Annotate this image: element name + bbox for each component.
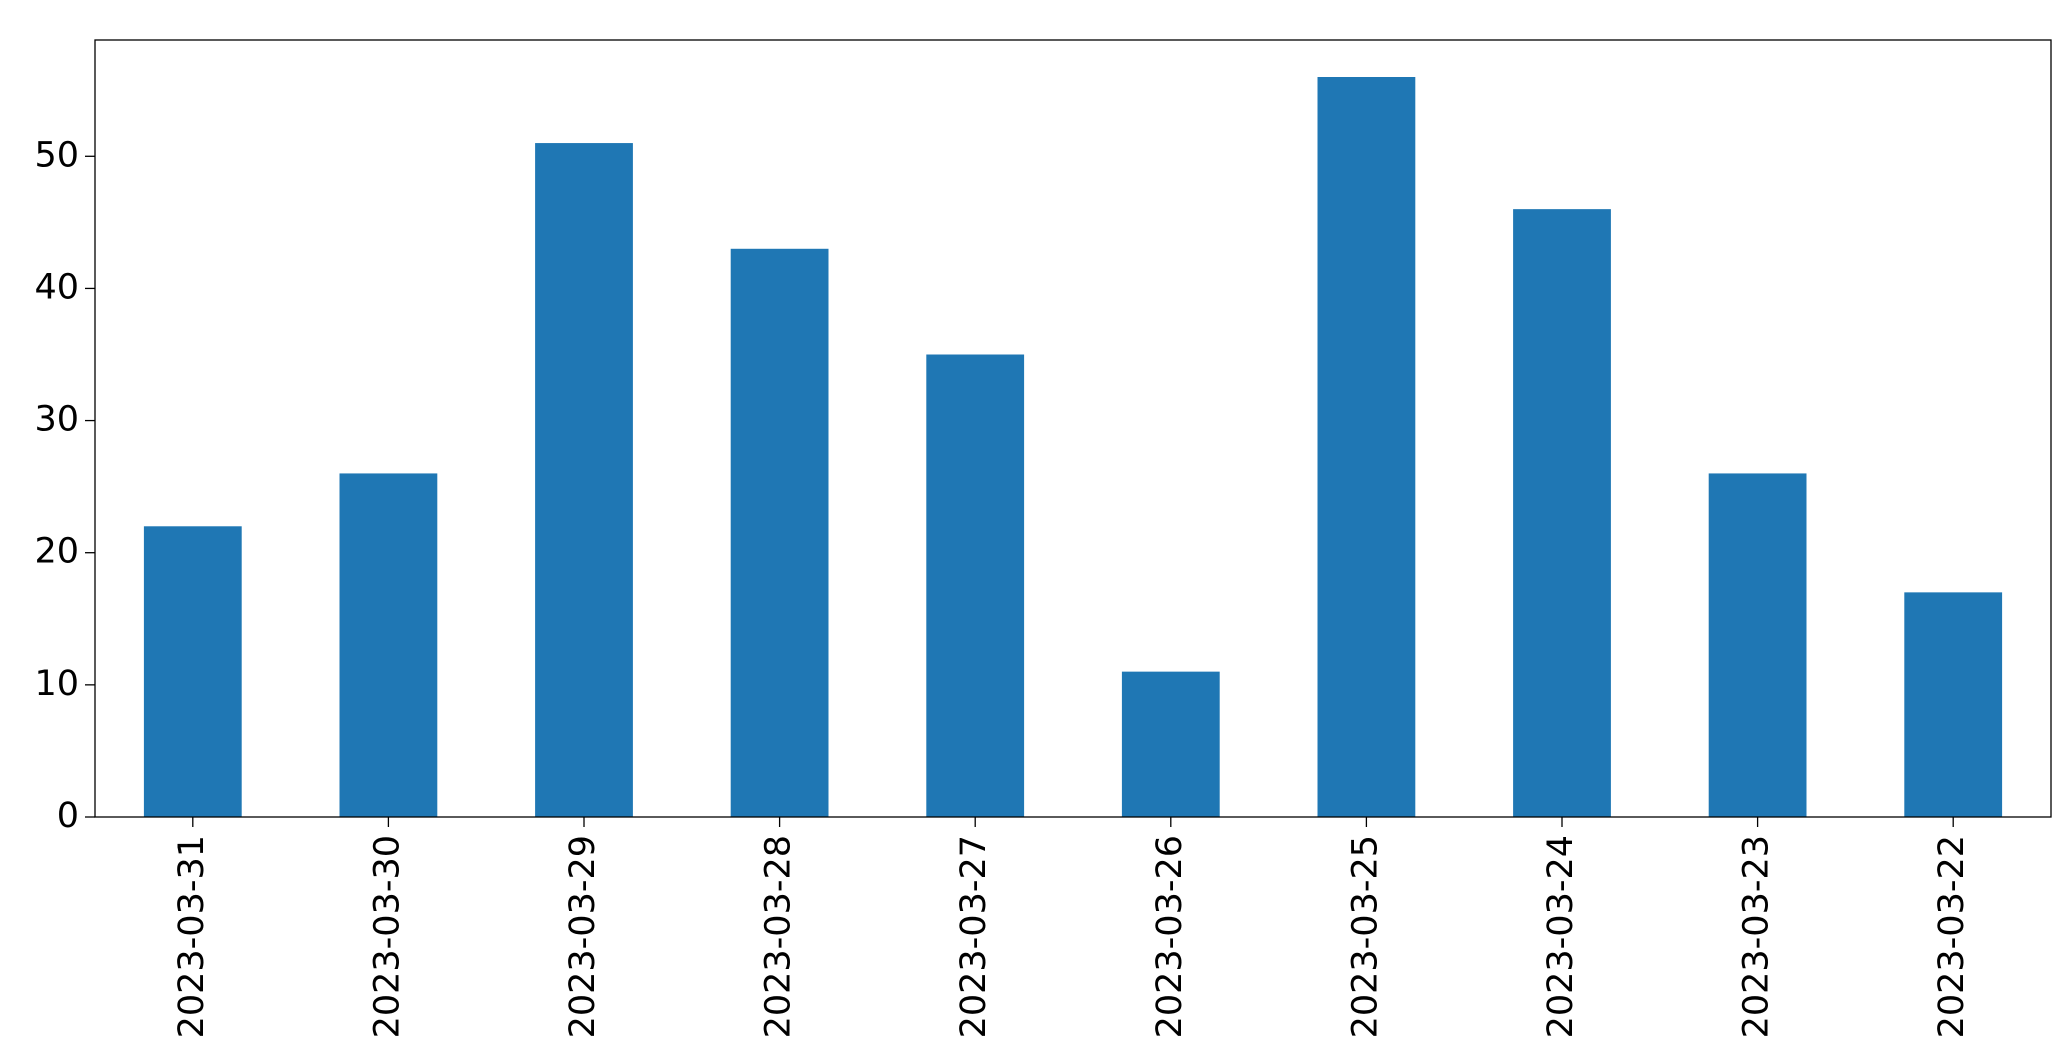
x-tick-label: 2023-03-23 [1737,835,1777,1038]
x-tick-label: 2023-03-31 [172,835,212,1038]
bar [926,354,1025,817]
x-tick-label: 2023-03-30 [367,835,407,1038]
bar [1121,671,1220,817]
plot-frame [94,39,2052,818]
x-tick-label: 2023-03-26 [1150,835,1190,1038]
x-tick-label: 2023-03-25 [1345,835,1385,1038]
x-tick-label: 2023-03-24 [1541,835,1581,1038]
y-tick-label: 40 [34,267,79,307]
y-tick-label: 20 [34,532,79,572]
x-tick-label: 2023-03-27 [954,835,994,1038]
y-tick-label: 30 [34,400,79,440]
y-tick-label: 10 [34,664,79,704]
x-tick-label: 2023-03-29 [563,835,603,1038]
bar [1513,209,1611,818]
bar [1708,473,1807,817]
bar [1317,77,1416,817]
x-tick-label: 2023-03-28 [759,835,799,1038]
bar [143,526,242,817]
y-tick-label: 50 [34,135,79,175]
y-tick-label: 0 [57,796,79,836]
bar [730,248,829,818]
x-tick-label: 2023-03-22 [1932,835,1972,1038]
bar [339,473,438,817]
bar [535,143,633,818]
bar [1904,592,2003,817]
